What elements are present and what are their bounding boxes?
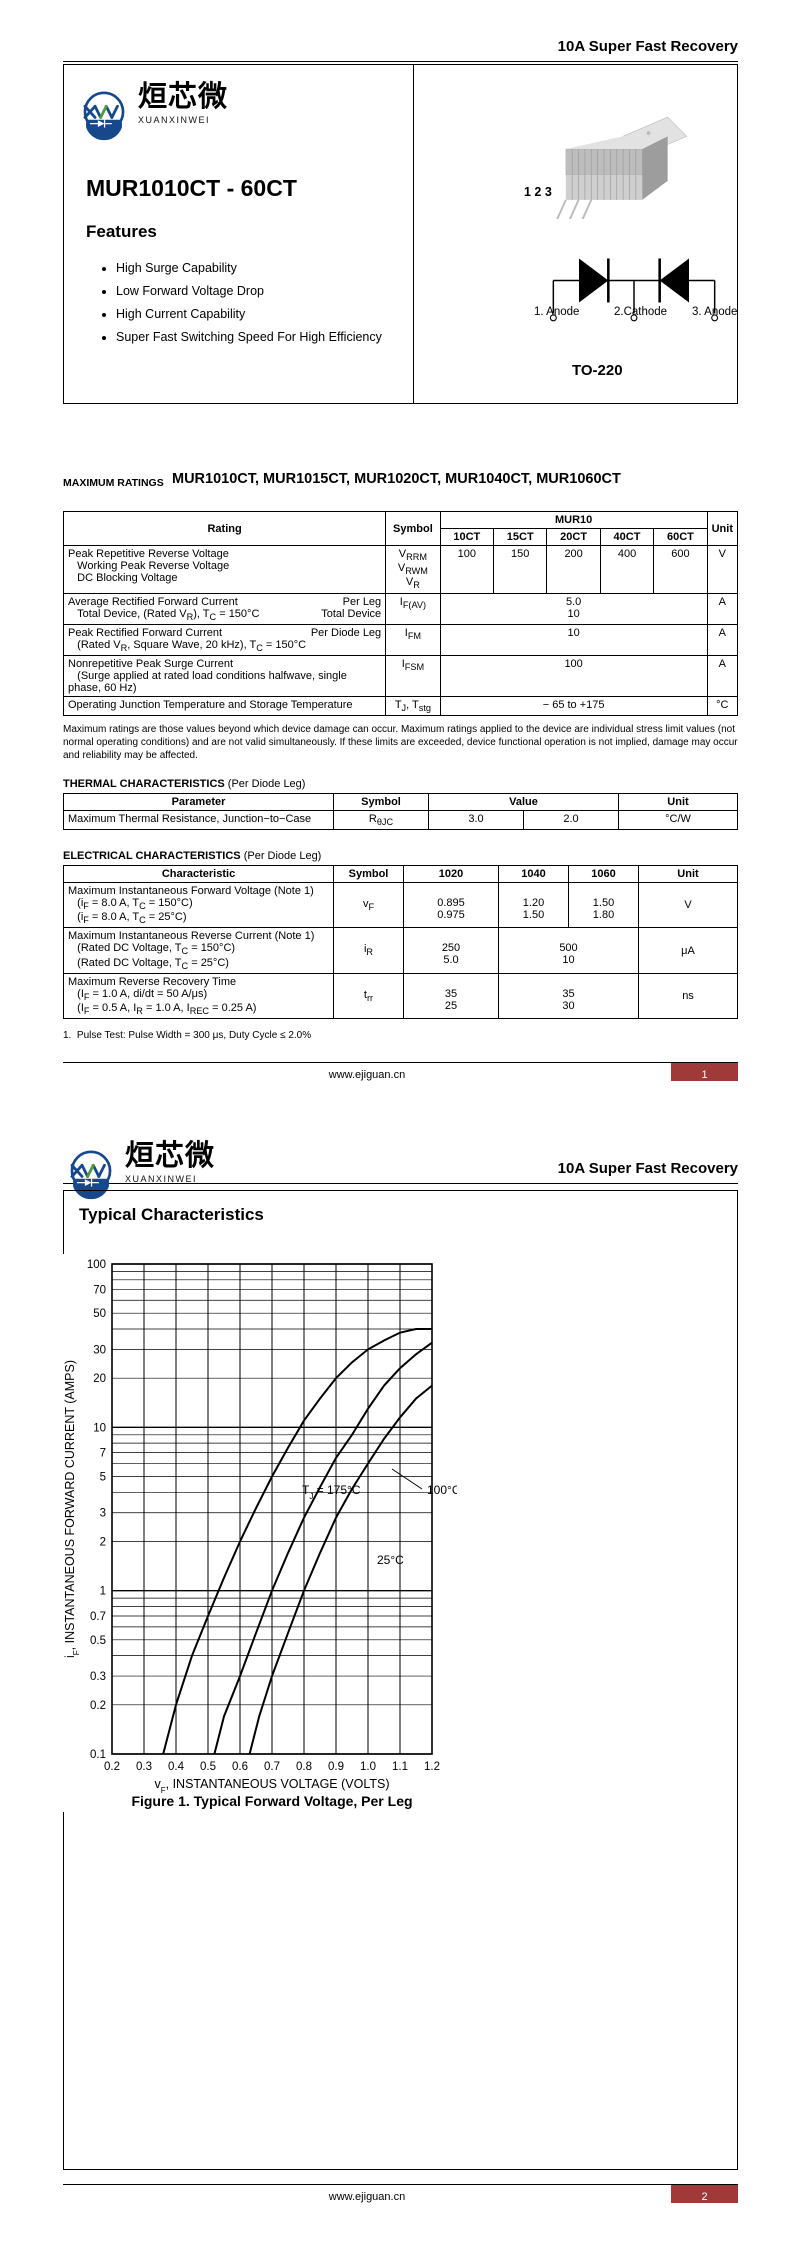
svg-text:0.8: 0.8 — [296, 1761, 312, 1773]
svg-text:1.2: 1.2 — [424, 1761, 440, 1773]
svg-text:1.0: 1.0 — [360, 1761, 376, 1773]
svg-text:0.7: 0.7 — [264, 1761, 280, 1773]
svg-text:0.5: 0.5 — [90, 1635, 106, 1647]
svg-text:0.3: 0.3 — [136, 1761, 152, 1773]
svg-text:Figure 1. Typical Forward Volt: Figure 1. Typical Forward Voltage, Per L… — [131, 1793, 412, 1809]
svg-text:0.4: 0.4 — [168, 1761, 185, 1773]
svg-text:7: 7 — [100, 1448, 106, 1460]
svg-text:10: 10 — [93, 1422, 106, 1434]
svg-text:0.2: 0.2 — [104, 1761, 120, 1773]
svg-text:0.3: 0.3 — [90, 1671, 106, 1683]
svg-text:70: 70 — [93, 1284, 106, 1296]
svg-text:0.9: 0.9 — [328, 1761, 344, 1773]
svg-text:1.1: 1.1 — [392, 1761, 408, 1773]
svg-text:1: 1 — [100, 1586, 106, 1598]
svg-text:100: 100 — [87, 1259, 106, 1271]
svg-text:0.7: 0.7 — [90, 1611, 106, 1623]
svg-text:2: 2 — [100, 1537, 106, 1549]
svg-text:25°C: 25°C — [377, 1553, 404, 1567]
svg-text:0.6: 0.6 — [232, 1761, 248, 1773]
svg-text:50: 50 — [93, 1308, 106, 1320]
svg-text:0.2: 0.2 — [90, 1700, 106, 1712]
svg-text:3: 3 — [100, 1508, 106, 1520]
svg-text:30: 30 — [93, 1344, 106, 1356]
svg-text:100°C: 100°C — [427, 1483, 457, 1497]
svg-text:5: 5 — [100, 1472, 106, 1484]
svg-text:0.1: 0.1 — [90, 1749, 106, 1761]
svg-text:0.5: 0.5 — [200, 1761, 216, 1773]
svg-text:20: 20 — [93, 1373, 106, 1385]
